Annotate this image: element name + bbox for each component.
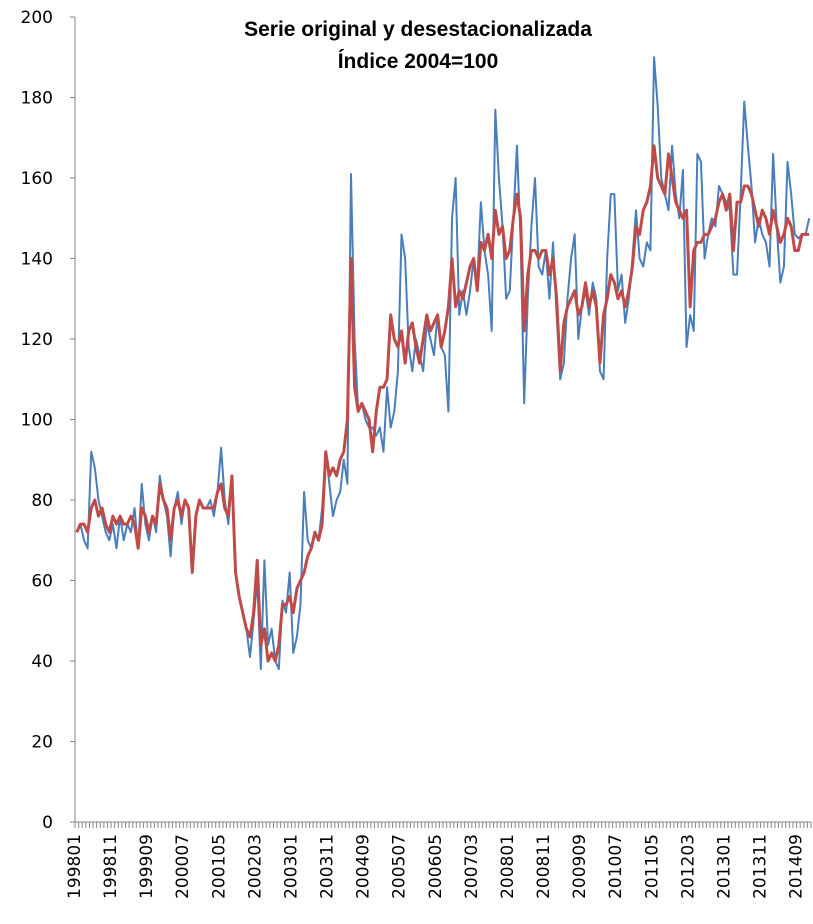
y-tick-label: 180 bbox=[21, 89, 53, 109]
y-tick-label: 40 bbox=[31, 652, 53, 672]
x-tick-label: 200605 bbox=[426, 834, 446, 899]
y-tick-label: 160 bbox=[21, 169, 53, 189]
x-tick-label: 201203 bbox=[678, 834, 698, 899]
x-tick-label: 199801 bbox=[65, 834, 85, 899]
x-tick-label: 200105 bbox=[209, 834, 229, 899]
chart-subtitle: Índice 2004=100 bbox=[338, 50, 499, 73]
y-tick-label: 0 bbox=[42, 813, 53, 833]
y-tick-label: 200 bbox=[21, 8, 53, 28]
y-tick-label: 120 bbox=[21, 330, 53, 350]
x-tick-label: 201007 bbox=[606, 834, 626, 899]
x-tick-label: 201105 bbox=[642, 834, 662, 899]
y-tick-label: 80 bbox=[31, 491, 53, 511]
x-tick-label: 200703 bbox=[462, 834, 482, 899]
x-tick-label: 200007 bbox=[173, 834, 193, 899]
y-tick-label: 140 bbox=[21, 250, 53, 270]
x-tick-label: 199909 bbox=[137, 834, 157, 899]
x-tick-label: 200203 bbox=[245, 834, 265, 899]
x-tick-label: 199811 bbox=[101, 834, 121, 899]
y-tick-label: 20 bbox=[31, 733, 53, 753]
x-tick-label: 200801 bbox=[498, 834, 518, 899]
x-tick-label: 200301 bbox=[281, 834, 301, 899]
y-tick-label: 60 bbox=[31, 572, 53, 592]
series-line bbox=[75, 144, 810, 663]
x-tick-label: 200311 bbox=[318, 834, 338, 899]
x-tick-label: 201301 bbox=[714, 834, 734, 899]
x-tick-label: 200409 bbox=[354, 834, 374, 899]
x-tick-label: 201311 bbox=[750, 834, 770, 899]
series-line bbox=[75, 56, 811, 671]
x-tick-label: 200811 bbox=[534, 834, 554, 899]
x-tick-label: 201409 bbox=[787, 834, 807, 899]
chart-title: Serie original y desestacionalizada bbox=[244, 18, 592, 41]
y-tick-label: 100 bbox=[21, 411, 53, 431]
x-tick-label: 200909 bbox=[570, 834, 590, 899]
x-tick-label: 200507 bbox=[390, 834, 410, 899]
